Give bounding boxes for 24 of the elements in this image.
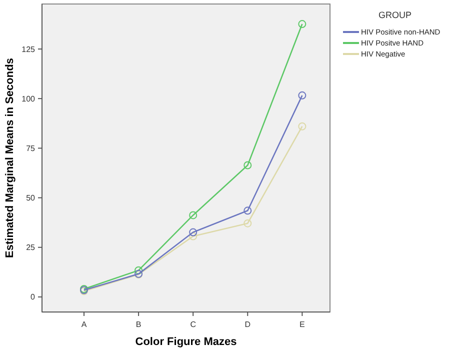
y-axis-title: Estimated Marginal Means in Seconds: [4, 58, 16, 258]
y-tick-label: 50: [26, 194, 36, 203]
point: [298, 122, 306, 130]
x-tick-label: E: [300, 320, 305, 329]
point: [298, 91, 306, 100]
point: [189, 211, 198, 220]
x-axis-title: Color Figure Mazes: [135, 336, 237, 348]
y-tick-label: 25: [26, 243, 36, 252]
point: [244, 206, 252, 215]
y-tick-label: 0: [30, 292, 36, 302]
x-tick-label: C: [190, 320, 196, 329]
y-tick-label: 75: [26, 144, 36, 153]
x-tick-label: A: [81, 320, 88, 329]
y-tick-label: 100: [22, 94, 36, 104]
x-tick-label: B: [136, 320, 142, 329]
x-tick-label: D: [244, 320, 251, 329]
point: [134, 266, 143, 274]
point: [189, 228, 198, 236]
point: [244, 161, 252, 170]
point: [189, 232, 198, 240]
point: [244, 219, 252, 228]
legend-title: GROUP: [378, 10, 412, 20]
y-tick-label: 125: [22, 44, 36, 54]
point: [298, 20, 306, 28]
